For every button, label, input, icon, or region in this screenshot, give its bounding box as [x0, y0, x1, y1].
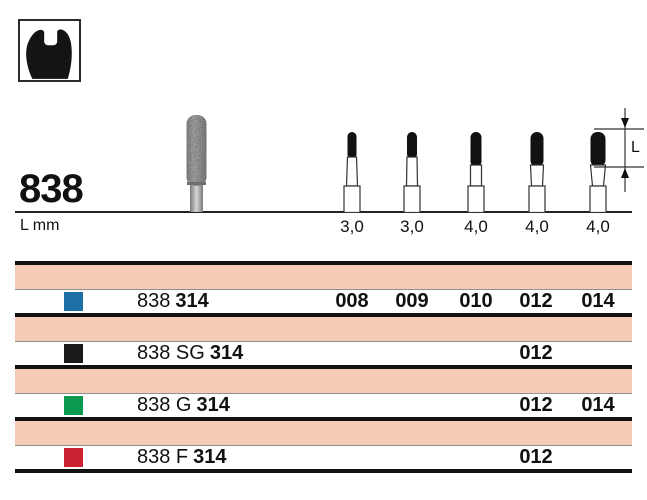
size-cell: 014: [581, 394, 615, 416]
product-code: 838 SG 314: [137, 342, 243, 365]
pink-spacer-band: [15, 317, 632, 341]
table-group: 838 SG 314 012: [15, 313, 632, 365]
product-code-shank: 314: [196, 394, 230, 416]
bur-silhouette-012: [528, 132, 546, 213]
size-cell: 014: [581, 290, 615, 312]
product-code: 838 F 314: [137, 446, 227, 469]
table-group: 838 G 314 012 014: [15, 365, 632, 417]
grit-color-swatch: [64, 292, 83, 311]
length-dimension-arrows: [594, 108, 644, 192]
length-value: 4,0: [525, 217, 549, 236]
product-code: 838 314: [137, 290, 209, 313]
table-row: 838 G 314 012 014: [15, 393, 632, 417]
size-cell: [327, 394, 377, 417]
size-cell: [573, 342, 623, 365]
size-cell: [327, 342, 377, 365]
table-row: 838 F 314 012: [15, 445, 632, 469]
bur-silhouette-014: [589, 132, 607, 213]
size-cell: [573, 446, 623, 469]
tooth-crown-icon: [26, 29, 72, 79]
size-cell: [451, 342, 501, 365]
size-cell: [451, 446, 501, 469]
length-value: 3,0: [400, 217, 424, 236]
dimension-letter: L: [631, 139, 640, 156]
product-code-prefix: 838 SG: [137, 342, 205, 364]
table-row: 838 314 008 009 010 012 014: [15, 289, 632, 313]
figure-number: 838: [19, 167, 84, 211]
size-cell: [387, 342, 437, 365]
product-code-shank: 314: [209, 342, 244, 364]
size-cell: 012: [519, 290, 553, 312]
product-table: 838 314 008 009 010 012 014 838 SG 314 012: [15, 261, 632, 473]
grit-color-swatch: [64, 448, 83, 467]
product-code-shank: 314: [175, 290, 209, 312]
diamond-bur-photo: [186, 115, 207, 212]
table-group: 838 314 008 009 010 012 014: [15, 261, 632, 313]
length-value: 4,0: [464, 217, 488, 236]
grit-color-swatch: [64, 396, 83, 415]
size-cell: [327, 446, 377, 469]
product-code-shank: 314: [193, 446, 227, 468]
product-code: 838 G 314: [137, 394, 230, 417]
bur-silhouette-008: [343, 132, 361, 213]
product-shape-box: [18, 19, 81, 82]
size-cell: [387, 394, 437, 417]
length-value: 3,0: [340, 217, 364, 236]
product-code-prefix: 838 F: [137, 446, 189, 468]
size-cell: 012: [519, 446, 553, 468]
length-value: 4,0: [586, 217, 610, 236]
product-code-prefix: 838 G: [137, 394, 192, 416]
size-cell: 009: [395, 290, 429, 312]
pink-spacer-band: [15, 265, 632, 289]
size-cell: [387, 446, 437, 469]
size-cell: 012: [519, 342, 553, 364]
size-cell: 010: [459, 290, 493, 312]
table-bottom-rule: [15, 469, 632, 473]
bur-silhouette-010: [467, 132, 485, 213]
grit-color-swatch: [64, 344, 83, 363]
product-code-prefix: 838: [137, 290, 171, 312]
scale-unit-label: L mm: [20, 217, 60, 234]
table-row: 838 SG 314 012: [15, 341, 632, 365]
size-cell: [451, 394, 501, 417]
bur-silhouette-009: [403, 132, 421, 213]
table-group: 838 F 314 012: [15, 417, 632, 469]
size-cell: 008: [335, 290, 369, 312]
baseline-rule: [15, 211, 632, 213]
pink-spacer-band: [15, 421, 632, 445]
pink-spacer-band: [15, 369, 632, 393]
size-cell: 012: [519, 394, 553, 416]
